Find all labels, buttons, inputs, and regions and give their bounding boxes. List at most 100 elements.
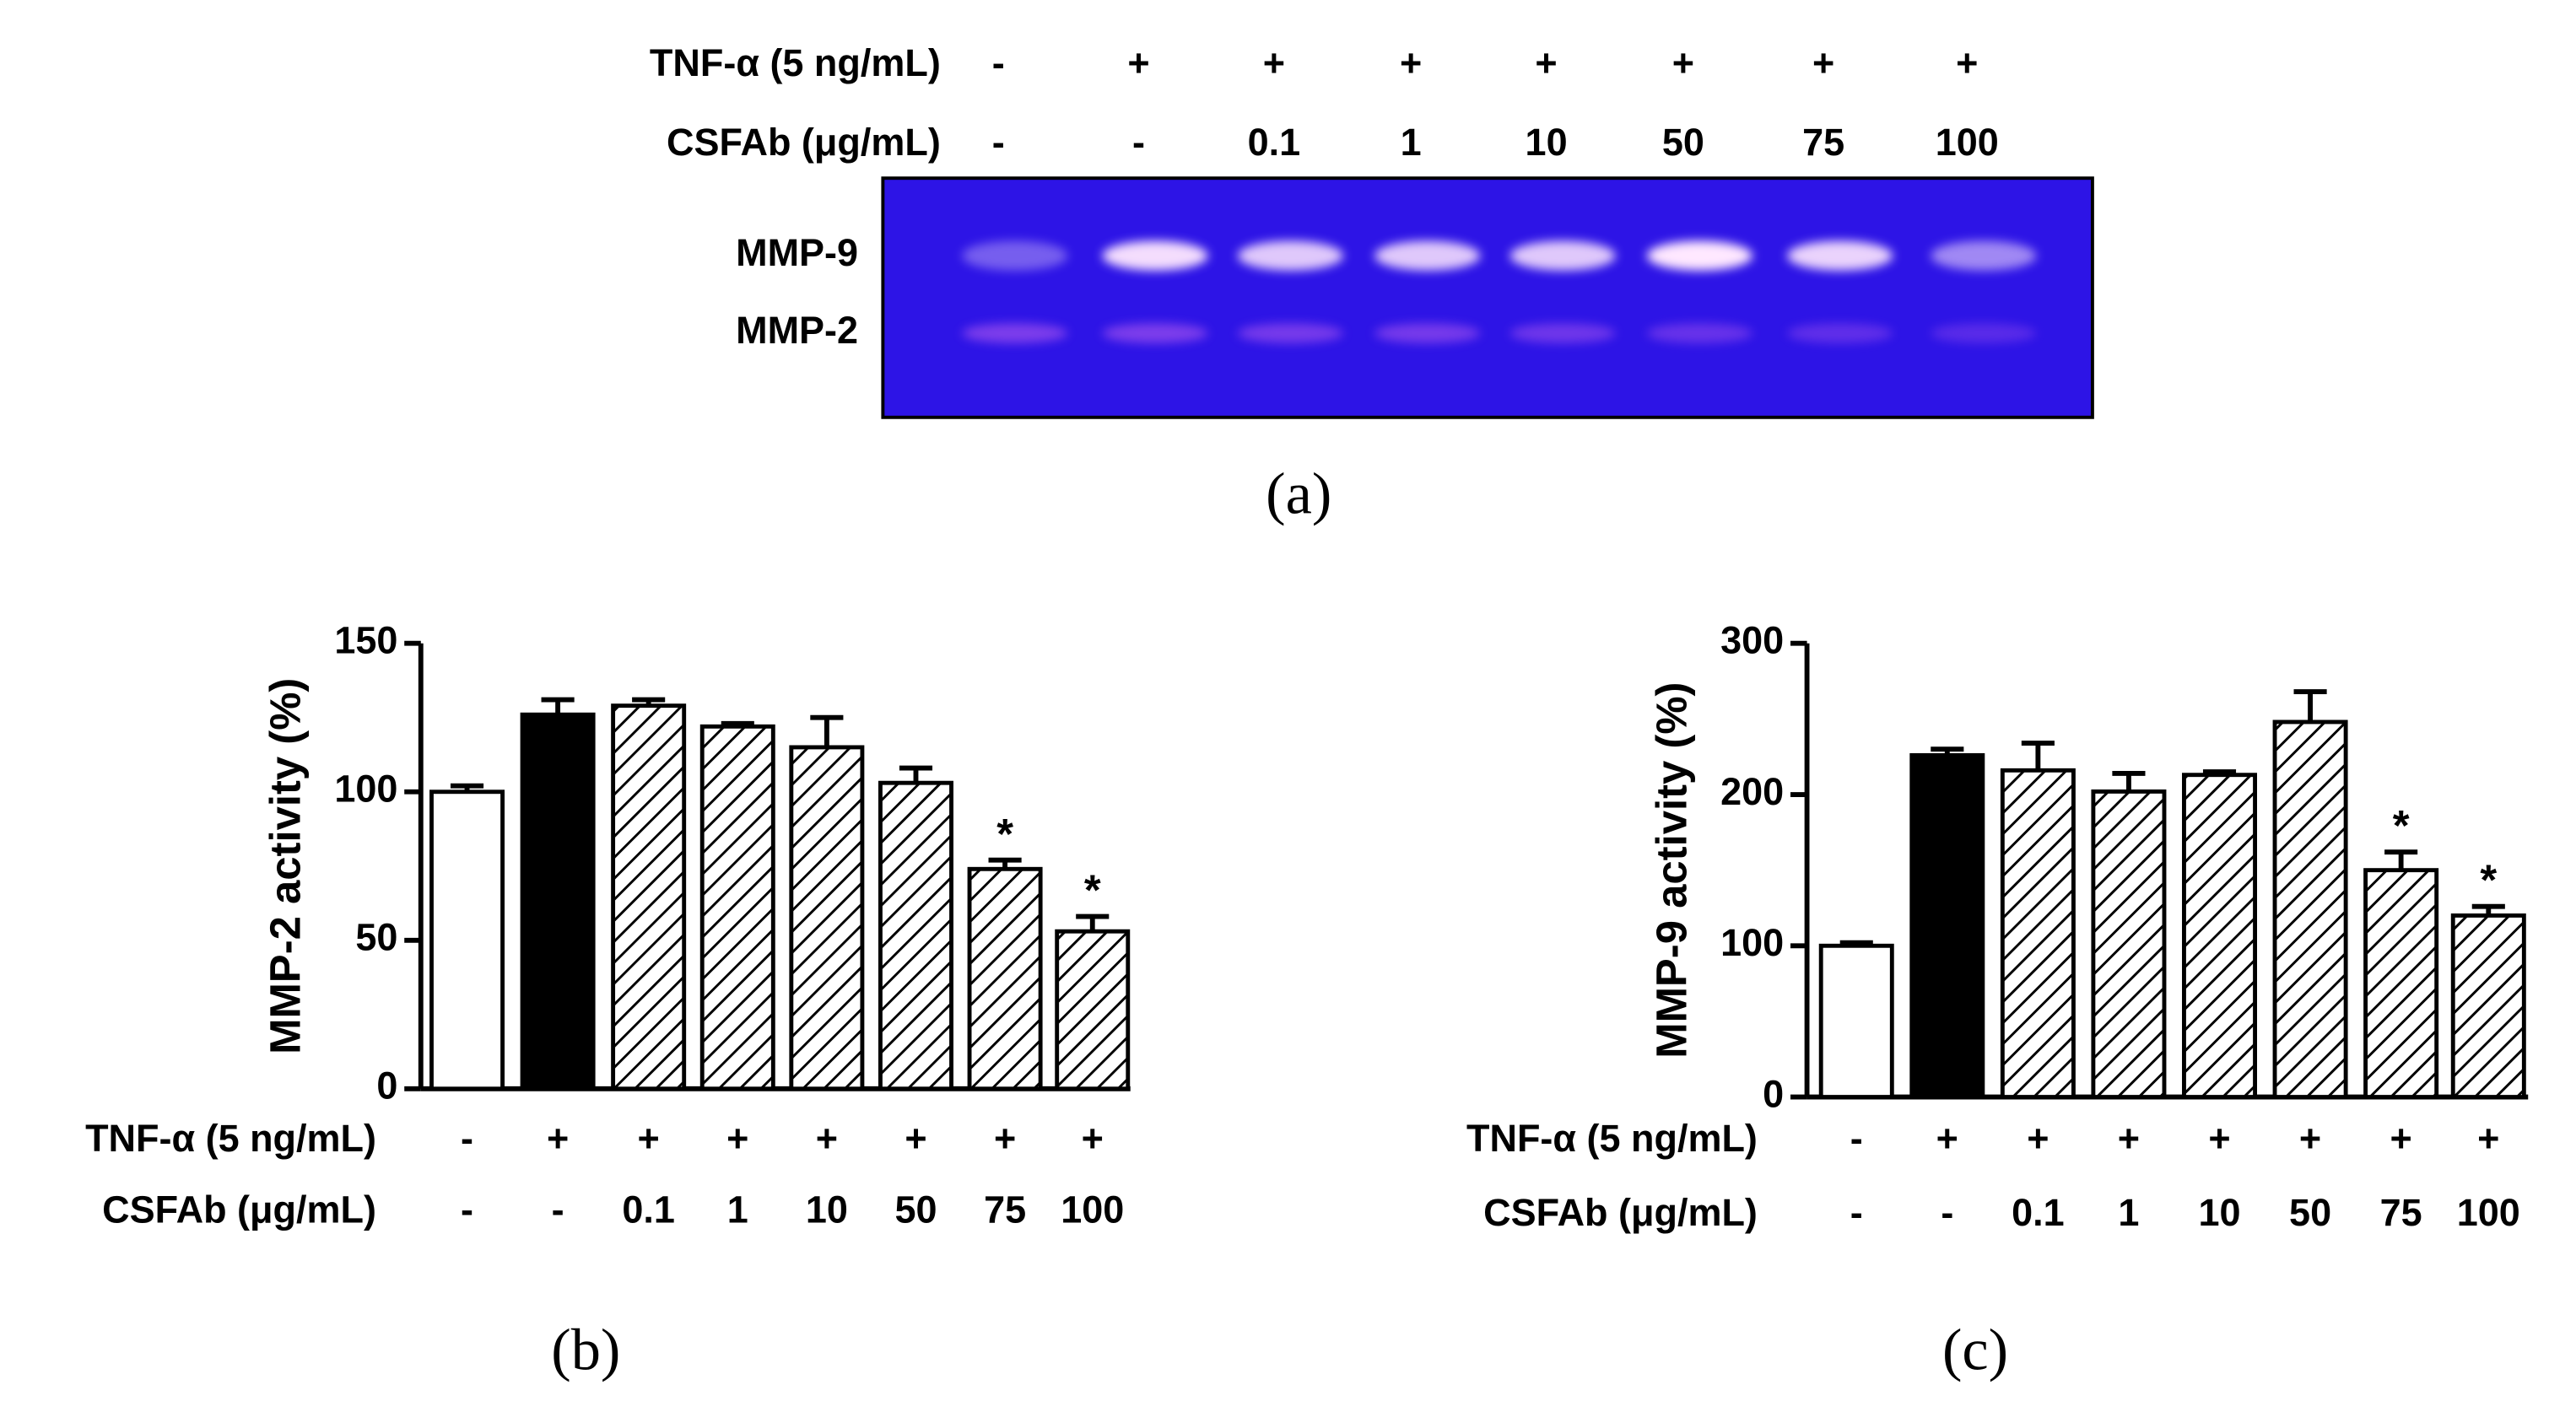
- band: [1931, 323, 2037, 343]
- x-tick-label: 100: [1061, 1188, 1124, 1231]
- row-label: TNF-α (5 ng/mL): [1466, 1117, 1758, 1160]
- x-tick-label: +: [2208, 1117, 2230, 1160]
- lane-label: -: [992, 41, 1005, 84]
- gel: [881, 176, 2094, 419]
- band: [1237, 240, 1344, 271]
- lane-label: 0.1: [1248, 121, 1301, 164]
- lane-label: 1: [1401, 121, 1422, 164]
- x-tick-label: +: [2390, 1117, 2412, 1160]
- x-tick-label: +: [1936, 1117, 1958, 1160]
- bar: [789, 745, 865, 1091]
- band-label: MMP-9: [736, 231, 858, 274]
- x-tick-label: -: [461, 1188, 473, 1231]
- x-tick-label: 100: [2457, 1191, 2520, 1234]
- x-tick-label: +: [726, 1117, 748, 1160]
- lane-label: +: [1263, 41, 1285, 84]
- bar: [1818, 943, 1894, 1100]
- x-tick-label: -: [1850, 1117, 1863, 1160]
- row-label: CSFAb (μg/mL): [1483, 1191, 1758, 1234]
- lane-label: -: [992, 121, 1005, 164]
- bar: [2182, 773, 2258, 1100]
- lane-label: -: [1132, 121, 1145, 164]
- band: [1237, 323, 1344, 343]
- panel-label: (b): [551, 1317, 620, 1383]
- bar: [2450, 913, 2526, 1100]
- panel-label: (c): [1942, 1317, 2008, 1383]
- band: [1509, 323, 1616, 343]
- y-tick-label: 200: [1720, 770, 1784, 813]
- bar: [699, 724, 775, 1091]
- band: [1102, 240, 1208, 271]
- lane-label: +: [1535, 41, 1557, 84]
- annotation: *: [1084, 866, 1101, 914]
- lane-label: +: [1672, 41, 1694, 84]
- band: [1931, 240, 2037, 271]
- bar: [967, 866, 1043, 1091]
- bar: [878, 780, 953, 1091]
- band: [1374, 323, 1481, 343]
- band: [962, 323, 1068, 343]
- x-tick-label: -: [1941, 1191, 1953, 1234]
- band: [1374, 240, 1481, 271]
- x-tick-label: +: [547, 1117, 569, 1160]
- x-tick-label: -: [552, 1188, 564, 1231]
- lane-label: +: [1812, 41, 1834, 84]
- band: [962, 240, 1068, 271]
- x-tick-label: +: [816, 1117, 838, 1160]
- bar: [520, 712, 596, 1091]
- x-tick-label: +: [2299, 1117, 2321, 1160]
- band: [1646, 240, 1753, 271]
- y-tick-label: 100: [334, 768, 397, 811]
- x-tick-label: +: [2027, 1117, 2049, 1160]
- lane-label: 50: [1662, 121, 1704, 164]
- y-tick-label: 0: [376, 1064, 397, 1107]
- row-label: CSFAb (μg/mL): [102, 1188, 376, 1231]
- x-tick-label: 0.1: [622, 1188, 675, 1231]
- x-tick-label: 0.1: [2012, 1191, 2065, 1234]
- y-axis-title: MMP-9 activity (%): [1648, 682, 1696, 1059]
- y-tick-label: 0: [1763, 1072, 1784, 1115]
- band: [1787, 323, 1893, 343]
- lane-label: +: [1127, 41, 1149, 84]
- lane-label: 10: [1526, 121, 1568, 164]
- x-tick-label: +: [994, 1117, 1016, 1160]
- bar: [2000, 768, 2076, 1100]
- band-label: MMP-2: [736, 309, 858, 352]
- x-tick-label: 10: [806, 1188, 848, 1231]
- y-tick-label: 50: [355, 916, 397, 959]
- bar: [1055, 929, 1131, 1091]
- bar: [429, 789, 505, 1091]
- x-tick-label: +: [2118, 1117, 2140, 1160]
- y-tick-label: 100: [1720, 921, 1784, 964]
- x-tick-label: 50: [2289, 1191, 2331, 1234]
- panel-label: (a): [1266, 461, 1331, 527]
- y-tick-label: 150: [334, 619, 397, 662]
- lane-label: 100: [1936, 121, 1999, 164]
- lane-label: +: [1956, 41, 1978, 84]
- row-label: TNF-α (5 ng/mL): [85, 1117, 376, 1160]
- annotation: *: [2480, 856, 2497, 904]
- x-tick-label: 50: [894, 1188, 937, 1231]
- annotation: *: [2393, 801, 2410, 849]
- band: [1509, 240, 1616, 271]
- band: [1102, 323, 1208, 343]
- x-tick-label: 75: [984, 1188, 1026, 1231]
- x-tick-label: 75: [2380, 1191, 2422, 1234]
- bar: [1909, 752, 1985, 1100]
- band: [1787, 240, 1893, 271]
- lane-label: +: [1400, 41, 1422, 84]
- lane-label: 75: [1802, 121, 1844, 164]
- x-tick-label: +: [2477, 1117, 2499, 1160]
- x-tick-label: +: [638, 1117, 660, 1160]
- x-tick-label: -: [1850, 1191, 1863, 1234]
- band: [1646, 323, 1753, 343]
- row-label: CSFAb (μg/mL): [667, 121, 941, 164]
- bar: [2272, 719, 2348, 1100]
- x-tick-label: +: [1082, 1117, 1104, 1160]
- bar: [611, 703, 687, 1091]
- bar: [2363, 868, 2439, 1100]
- bar: [2091, 789, 2167, 1100]
- x-tick-label: +: [905, 1117, 926, 1160]
